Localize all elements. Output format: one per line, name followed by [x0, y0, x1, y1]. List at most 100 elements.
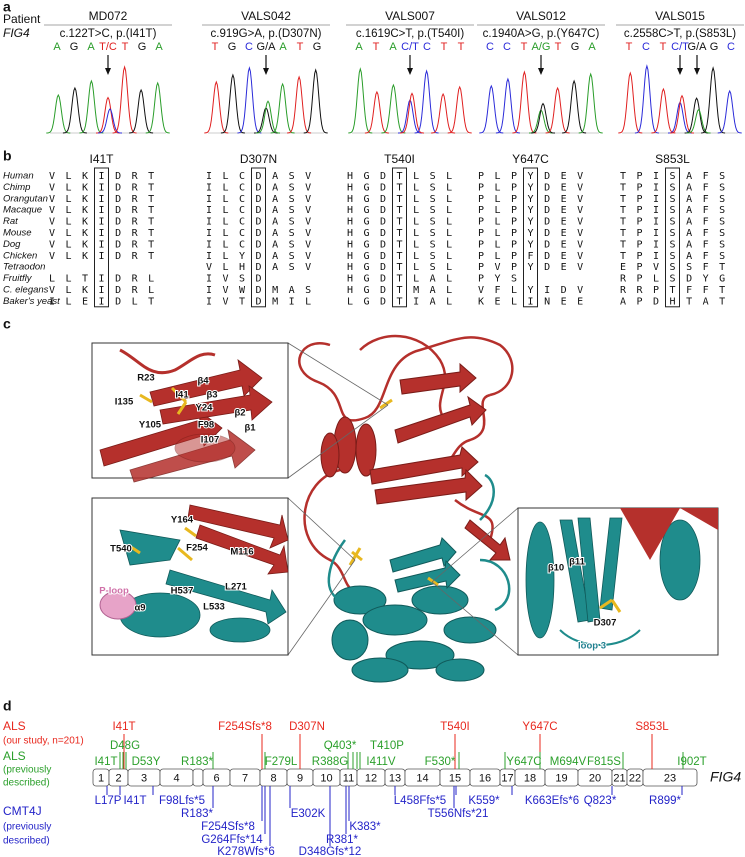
chromatogram-peak [447, 85, 472, 134]
alignment-row: IVTDMIL [206, 296, 322, 307]
patient-id: VALS015 [655, 9, 705, 23]
mutation: c.1619C>T, p.(T540I) [356, 28, 465, 40]
alignment-row: ILCDASV [206, 217, 322, 228]
exon-label: 7 [242, 772, 248, 784]
alignment-header: S853L [655, 152, 690, 166]
patient-id: MD072 [89, 9, 128, 23]
alignment-row: PLPYDEV [478, 205, 594, 216]
chromatogram-peak [578, 72, 603, 134]
base: A [279, 41, 287, 53]
mutation-label: D48G [110, 740, 140, 752]
alignment-row: VLHDASV [206, 262, 322, 273]
base: T [660, 41, 667, 53]
chromatogram-peak [98, 108, 122, 134]
arrow-head [677, 68, 683, 75]
chromatogram-peak [618, 71, 643, 134]
exon [642, 768, 698, 787]
alignment-row: TPISAFS [620, 194, 736, 205]
chromatogram-peak [400, 92, 424, 134]
alignment-header: D307N [240, 152, 277, 166]
base: C [245, 41, 253, 53]
exon-label: 9 [297, 772, 303, 784]
base: T [555, 41, 562, 53]
chromatogram-peak [686, 108, 711, 134]
structure-label: β4 [197, 376, 209, 387]
alignment-row: ILCDASV [206, 182, 322, 193]
mutation-label: F98Lfs*5 [159, 795, 205, 807]
species: Rat [3, 216, 18, 227]
base: G [571, 41, 580, 53]
alignment-row: ILCDASV [206, 194, 322, 205]
base: G [138, 41, 147, 53]
base: A [53, 41, 61, 53]
alignment-row: IVSD [206, 274, 272, 285]
base: C [642, 41, 650, 53]
alignment-row: TPISAFS [620, 217, 736, 228]
alignment-row: ILEIDLT [49, 296, 165, 307]
species: Mouse [3, 228, 32, 239]
alignment-header: I41T [89, 152, 114, 166]
alignment-row: RRPTFFT [620, 285, 736, 296]
exon-label: 2 [115, 772, 121, 784]
mutation-label: K383* [349, 821, 381, 833]
mutation-label: Q823* [584, 795, 617, 807]
mutation-label: T540I [440, 721, 469, 733]
structure-label: Y24 [196, 403, 214, 414]
alignment-row: HGDTLSL [347, 228, 463, 239]
alignment-row: TPISAFS [620, 228, 736, 239]
structure-label: H537 [171, 586, 194, 597]
exon-label: 12 [365, 772, 377, 784]
group-note: (previously [3, 822, 51, 833]
mutation-label: D53Y [132, 756, 161, 768]
alignment-row: IVWDMAS [206, 285, 322, 296]
structure-label: β3 [206, 390, 217, 401]
structure-label: F98 [198, 420, 214, 431]
chromatogram-peak [348, 67, 373, 134]
mutation-label: G264Ffs*14 [201, 834, 263, 846]
alignment-row: VLKIDRT [49, 217, 165, 228]
base: G/A [688, 41, 708, 53]
base: C [727, 41, 735, 53]
exon-label: 8 [270, 772, 276, 784]
base: G [313, 41, 322, 53]
alignment-row: PLPYDEV [478, 228, 594, 239]
chromatogram-peak [479, 84, 504, 134]
alignment-row: ILCDASV [206, 228, 322, 239]
structure-label: β1 [244, 423, 256, 434]
chromatogram-peak [62, 86, 87, 134]
chromatogram-peak [670, 94, 694, 134]
alignment-row: PLPYDEV [478, 217, 594, 228]
arrow-head [263, 68, 269, 75]
alignment-row: PVPYDEV [478, 262, 594, 273]
chromatogram-peak [717, 89, 742, 134]
alignment-row: HGDTMAL [347, 285, 463, 296]
arrow-head [105, 68, 111, 75]
structure-label: I107 [201, 435, 220, 446]
mutation-label: I41T [123, 795, 146, 807]
mutation-label: R183* [181, 756, 213, 768]
base: C/T [671, 41, 689, 53]
exon-label: 3 [141, 772, 147, 784]
mutation-label: Y647C [506, 756, 541, 768]
alignment-row: HGDTLAL [347, 274, 463, 285]
chromatogram-peak [204, 80, 229, 134]
mutation-label: I902T [677, 756, 706, 768]
alignment-row: TPISAFS [620, 251, 736, 262]
mutation-label: K278Wfs*6 [217, 846, 275, 857]
mutation-label: F530* [425, 756, 456, 768]
alignment-row: PLPFDEV [478, 251, 594, 262]
alignment-row: LLTIDRL [49, 274, 165, 285]
arrow-head [538, 68, 544, 75]
species: Dog [3, 239, 21, 250]
chromatogram-peak [79, 79, 104, 134]
chromatogram-peak [256, 100, 280, 134]
alignment-row: ILCDASV [206, 239, 322, 250]
structure-label: F254 [186, 543, 208, 554]
chromatogram-peak [46, 93, 71, 134]
arrow-head [694, 68, 700, 75]
alignment-row: EPVSSFT [620, 262, 736, 273]
exon-label: 10 [320, 772, 332, 784]
alignment-row: HGDTLSL [347, 205, 463, 216]
alignment-row: VLKIDRT [49, 205, 165, 216]
panel-label: a [3, 0, 11, 15]
